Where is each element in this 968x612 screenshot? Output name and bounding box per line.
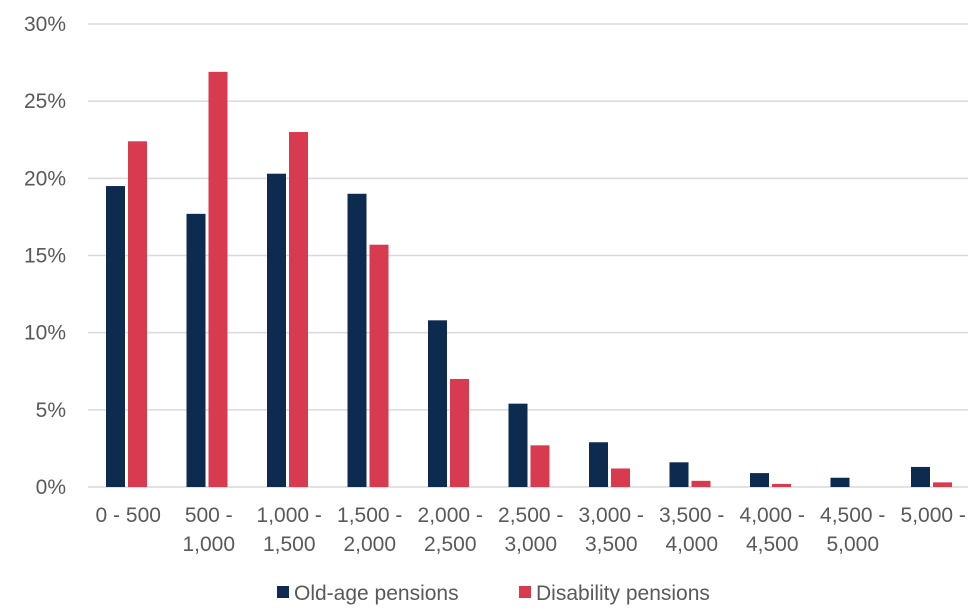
x-tick-label: 4,000 [665, 533, 718, 556]
bar-disability-7 [691, 480, 711, 487]
y-tick-label: 30% [24, 13, 66, 36]
y-tick-label: 15% [24, 245, 66, 268]
bar-old-age-6 [589, 442, 608, 487]
y-tick-label: 10% [24, 322, 66, 345]
bars [106, 71, 952, 488]
x-tick-label: 500 - [185, 504, 233, 527]
x-tick-label: 1,500 [263, 533, 316, 556]
legend-label-old-age: Old-age pensions [294, 582, 459, 605]
y-tick-label: 0% [36, 476, 66, 499]
x-tick-label: 5,000 [826, 533, 879, 556]
x-tick-label: 1,000 [182, 533, 235, 556]
legend-swatch-old-age [277, 586, 289, 598]
x-tick-label: 3,000 [504, 533, 557, 556]
bar-disability-6 [611, 468, 630, 487]
bar-old-age-4 [428, 320, 447, 487]
bar-old-age-9 [830, 477, 850, 487]
y-tick-label: 5% [36, 399, 66, 422]
bar-disability-1 [208, 71, 228, 488]
bar-disability-3 [369, 244, 389, 487]
x-tick-label: 1,000 - [257, 504, 322, 527]
y-axis-ticks: 0% 5% 10% 15% 20% 25% 30% [24, 13, 66, 499]
bar-old-age-3 [347, 193, 367, 487]
x-tick-label: 2,500 [424, 533, 477, 556]
bar-disability-10 [933, 482, 952, 487]
bar-old-age-5 [508, 403, 528, 487]
legend-label-disability: Disability pensions [536, 582, 710, 605]
bar-old-age-7 [669, 462, 689, 487]
bar-disability-4 [450, 378, 469, 487]
x-tick-label: 0 - 500 [96, 504, 161, 527]
gridlines [88, 23, 968, 488]
bar-disability-8 [772, 483, 791, 487]
x-tick-label: 2,000 [343, 533, 396, 556]
x-tick-label: 2,000 - [418, 504, 483, 527]
x-tick-label: 2,500 - [498, 504, 563, 527]
bar-disability-0 [128, 141, 147, 487]
bar-disability-5 [530, 445, 550, 487]
legend-swatch-disability [519, 586, 531, 598]
x-axis-ticks: 0 - 500 500 - 1,000 1,000 - 1,500 1,500 - 2,00… [96, 504, 966, 556]
x-tick-label: 1,500 - [337, 504, 402, 527]
x-tick-label: 3,000 - [579, 504, 644, 527]
x-tick-label: 5,000 - [901, 504, 966, 527]
bar-old-age-2 [267, 173, 286, 487]
bar-disability-2 [289, 132, 308, 488]
bar-old-age-10 [911, 466, 930, 487]
x-tick-label: 3,500 - [659, 504, 724, 527]
y-tick-label: 25% [24, 90, 66, 113]
legend: Old-age pensions Disability pensions [277, 582, 710, 605]
x-tick-label: 4,500 - [820, 504, 885, 527]
bar-old-age-8 [750, 473, 769, 487]
x-tick-label: 4,000 - [740, 504, 805, 527]
bar-old-age-1 [186, 213, 206, 487]
y-tick-label: 20% [24, 167, 66, 190]
bar-old-age-0 [106, 186, 125, 488]
x-tick-label: 4,500 [746, 533, 799, 556]
x-tick-label: 3,500 [585, 533, 638, 556]
